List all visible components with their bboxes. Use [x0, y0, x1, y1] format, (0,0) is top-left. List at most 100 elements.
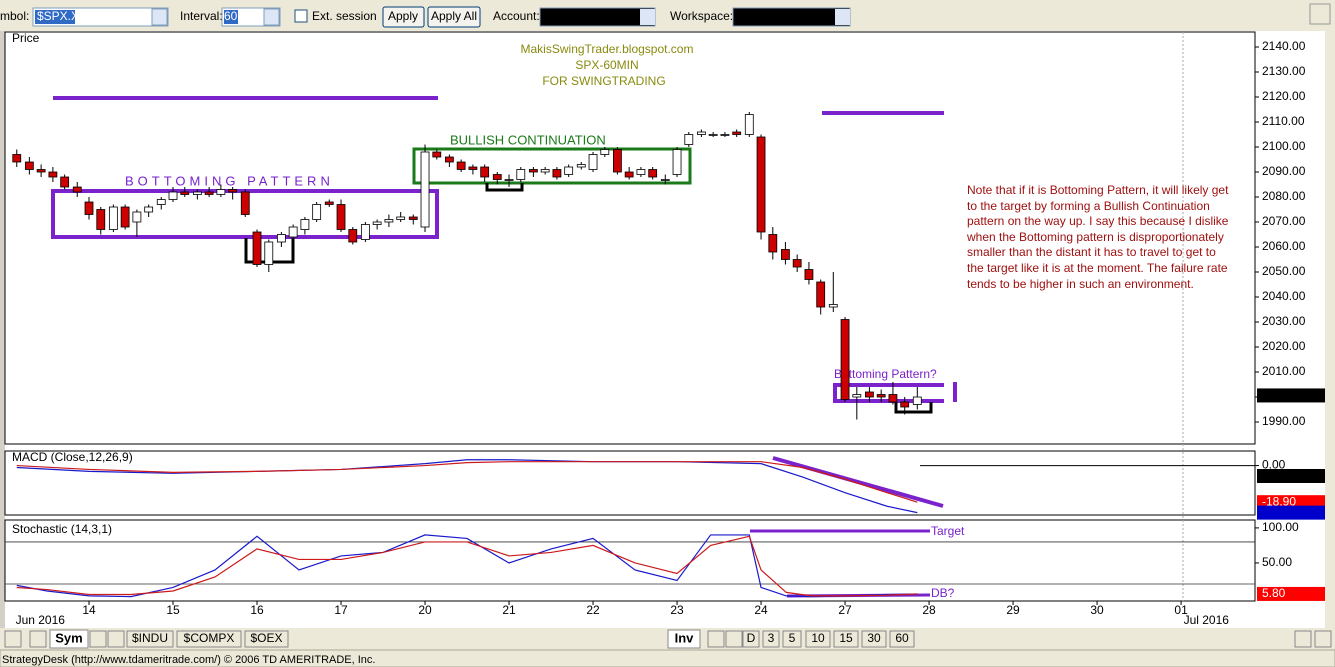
- interval-value: 60: [224, 9, 238, 23]
- candle-body: [72, 186, 82, 193]
- candle-body: [12, 154, 22, 163]
- symbol-tab-label: $COMPX: [184, 631, 235, 645]
- nav-button[interactable]: [4, 630, 22, 648]
- symbol-label: mbol:: [0, 9, 29, 23]
- candle-body: [648, 169, 658, 178]
- checkbox[interactable]: [294, 9, 308, 23]
- dropdown-button[interactable]: [835, 9, 850, 25]
- candle-body: [432, 151, 442, 158]
- candle-body: [312, 204, 322, 220]
- symbol-tab[interactable]: [244, 630, 289, 648]
- nav-button[interactable]: [725, 630, 743, 648]
- nav-button[interactable]: [107, 630, 125, 648]
- candle-body: [96, 209, 106, 230]
- candle-body: [324, 201, 334, 205]
- interval-tab[interactable]: [762, 630, 780, 648]
- candle-body: [300, 219, 310, 230]
- watermark: FOR SWINGTRADING: [542, 74, 665, 88]
- value-badge: [1257, 468, 1325, 483]
- candle-body: [228, 189, 238, 193]
- candle-body: [756, 136, 766, 233]
- candle-body: [828, 304, 838, 308]
- candle-body: [120, 206, 130, 228]
- indicator-line: [16, 459, 918, 514]
- inv-tab[interactable]: [667, 629, 701, 649]
- candle-body: [480, 166, 490, 178]
- interval-tab[interactable]: [889, 630, 915, 648]
- candle-body: [720, 134, 730, 136]
- continuation-box: [412, 147, 692, 185]
- indicator-line: [16, 535, 918, 597]
- candle-body: [624, 171, 634, 178]
- sym-tab[interactable]: [49, 629, 89, 649]
- y-tick-label: 2140.00: [1262, 39, 1306, 53]
- workspace-select[interactable]: [732, 7, 851, 27]
- interval-tab-label: 5: [789, 631, 796, 645]
- candle-body: [108, 206, 118, 230]
- y-tick-label: 2120.00: [1262, 89, 1306, 103]
- interval-tab[interactable]: [805, 630, 831, 648]
- candle-body: [396, 216, 406, 220]
- account-select[interactable]: [539, 7, 656, 27]
- bottoming-question: Bottoming Pattern?: [834, 367, 937, 381]
- candle-body: [528, 169, 538, 173]
- y-tick-label: 2010.00: [1262, 364, 1306, 378]
- y-tick-label: 2020.00: [1262, 339, 1306, 353]
- interval-tab-label: D: [747, 631, 756, 645]
- candle-body: [492, 174, 502, 180]
- nav-button[interactable]: [1314, 630, 1332, 648]
- symbol-tab-label: $OEX: [250, 631, 282, 645]
- candle-body: [672, 149, 682, 175]
- interval-tab[interactable]: [833, 630, 859, 648]
- candle-body: [660, 179, 670, 181]
- bracket: [485, 183, 524, 192]
- apply-button[interactable]: [382, 6, 425, 28]
- candle-body: [36, 169, 46, 173]
- bullish-label: BULLISH CONTINUATION: [450, 132, 606, 147]
- candle-body: [156, 199, 166, 205]
- nav-button[interactable]: [89, 630, 107, 648]
- nav-button[interactable]: [707, 630, 725, 648]
- candle-body: [612, 149, 622, 173]
- candle-body: [552, 169, 562, 178]
- value-badge-label: -18.90: [1262, 494, 1296, 508]
- dropdown-button[interactable]: [640, 9, 655, 25]
- nav-button[interactable]: [1294, 630, 1312, 648]
- symbol-tab[interactable]: [176, 630, 242, 648]
- dropdown-button[interactable]: [151, 8, 168, 26]
- value-badge-label: 5.80: [1262, 586, 1286, 600]
- candle-body: [60, 176, 70, 188]
- candle-body: [576, 164, 586, 168]
- x-tick-label: 23: [670, 603, 684, 617]
- menu-button[interactable]: [1309, 3, 1331, 25]
- x-tick-label: 30: [1090, 603, 1104, 617]
- status-text: StrategyDesk (http://www.tdameritrade.co…: [2, 654, 375, 666]
- candle-body: [888, 394, 898, 403]
- y-tick-label: 100.00: [1262, 520, 1299, 534]
- candle-body: [781, 249, 790, 260]
- candle-body: [240, 191, 250, 215]
- apply-all-button[interactable]: [427, 6, 481, 28]
- candle-body: [384, 219, 394, 223]
- nav-button[interactable]: [29, 630, 47, 648]
- candle-body: [24, 161, 34, 170]
- stochastic-panel: [4, 519, 1256, 602]
- bracket: [894, 402, 933, 414]
- interval-tab[interactable]: [861, 630, 887, 648]
- dropdown-button[interactable]: [263, 8, 280, 26]
- x-tick-label: 15: [166, 603, 180, 617]
- account-label: Account:: [493, 9, 540, 23]
- candle-body: [588, 154, 598, 170]
- symbol-tab[interactable]: [126, 630, 174, 648]
- right-strip: [1325, 31, 1335, 628]
- db-label: DB?: [931, 586, 955, 600]
- candle-body: [708, 134, 718, 136]
- inv-text: Inv: [675, 630, 695, 645]
- candle-body: [852, 394, 862, 398]
- y-tick-label: 2030.00: [1262, 314, 1306, 328]
- interval-tab[interactable]: [782, 630, 802, 648]
- candle-body: [912, 396, 922, 405]
- interval-tab[interactable]: [742, 630, 760, 648]
- workspace-label: Workspace:: [670, 9, 733, 23]
